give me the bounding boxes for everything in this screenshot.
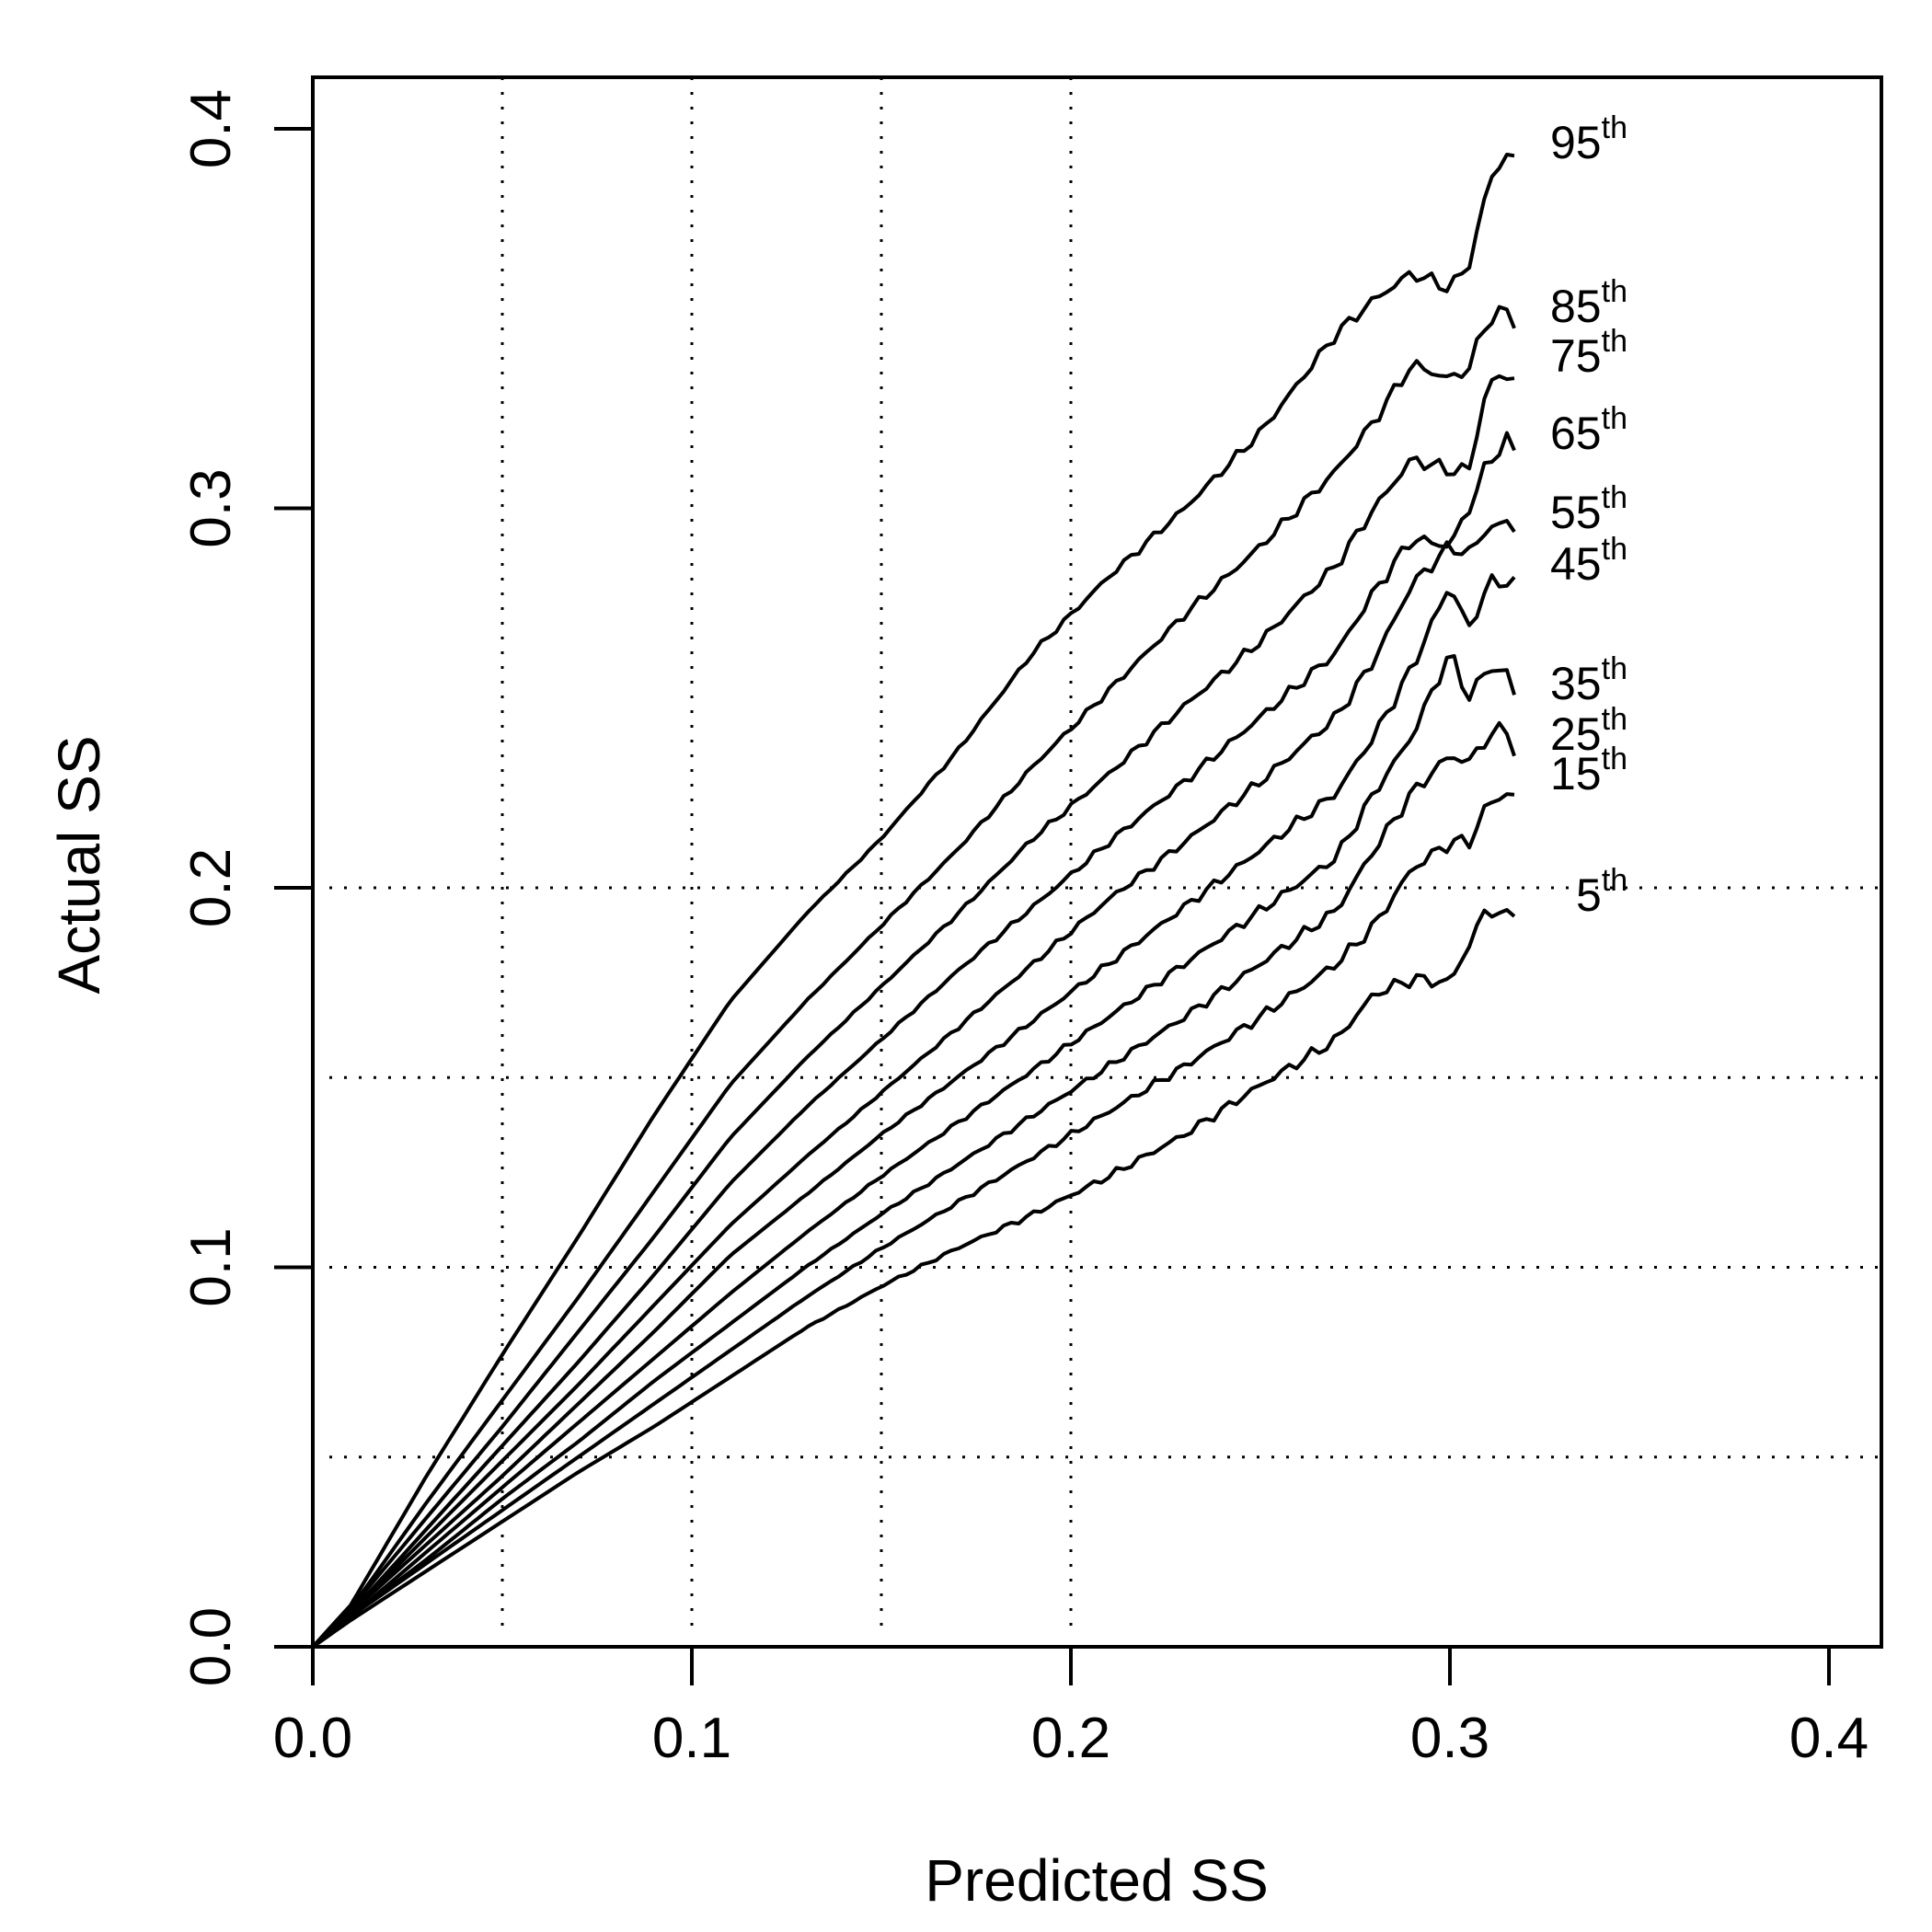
plot-frame bbox=[311, 75, 1883, 1649]
x-tick-label-3: 0.3 bbox=[1410, 1707, 1489, 1770]
series-line-15th bbox=[311, 792, 1515, 1649]
series-label-65th: 65th bbox=[1550, 401, 1627, 459]
y-axis-label: Actual SS bbox=[46, 735, 112, 994]
x-tick-label-0: 0.0 bbox=[273, 1707, 352, 1770]
series-line-45th bbox=[311, 573, 1516, 1649]
series-label-55th: 55th bbox=[1550, 480, 1627, 538]
series-label-75th: 75th bbox=[1550, 324, 1627, 382]
y-tick-label-4: 0.4 bbox=[179, 89, 243, 168]
series-line-95th bbox=[311, 153, 1515, 1649]
series-label-25th: 25th bbox=[1550, 702, 1627, 760]
series-line-55th bbox=[311, 519, 1516, 1649]
series-layer bbox=[311, 153, 1516, 1649]
y-tick-label-3: 0.3 bbox=[179, 468, 243, 547]
series-label-5th: 5th bbox=[1576, 863, 1627, 921]
x-tick-label-1: 0.1 bbox=[652, 1707, 731, 1770]
series-line-25th bbox=[311, 720, 1516, 1649]
series-label-15th: 15th bbox=[1550, 742, 1627, 799]
y-tick-label-2: 0.2 bbox=[179, 848, 243, 927]
series-label-35th: 35th bbox=[1550, 651, 1627, 709]
x-tick-label-2: 0.2 bbox=[1031, 1707, 1110, 1770]
y-tick-label-1: 0.1 bbox=[179, 1227, 243, 1306]
series-label-95th: 95th bbox=[1550, 110, 1627, 168]
axis-layer: 0.0 0.1 0.2 0.3 0.4 0.0 0.1 0.2 0.3 0.4 bbox=[179, 89, 1869, 1770]
x-tick-label-4: 0.4 bbox=[1789, 1707, 1869, 1770]
series-line-75th bbox=[311, 374, 1515, 1649]
series-label-45th: 45th bbox=[1550, 532, 1627, 590]
series-line-65th bbox=[311, 431, 1516, 1649]
series-line-5th bbox=[311, 908, 1516, 1649]
y-tick-label-0: 0.0 bbox=[179, 1607, 243, 1686]
series-label-85th: 85th bbox=[1550, 274, 1627, 332]
x-axis-label: Predicted SS bbox=[925, 1847, 1269, 1914]
series-line-85th bbox=[311, 305, 1516, 1649]
series-line-35th bbox=[311, 654, 1516, 1649]
